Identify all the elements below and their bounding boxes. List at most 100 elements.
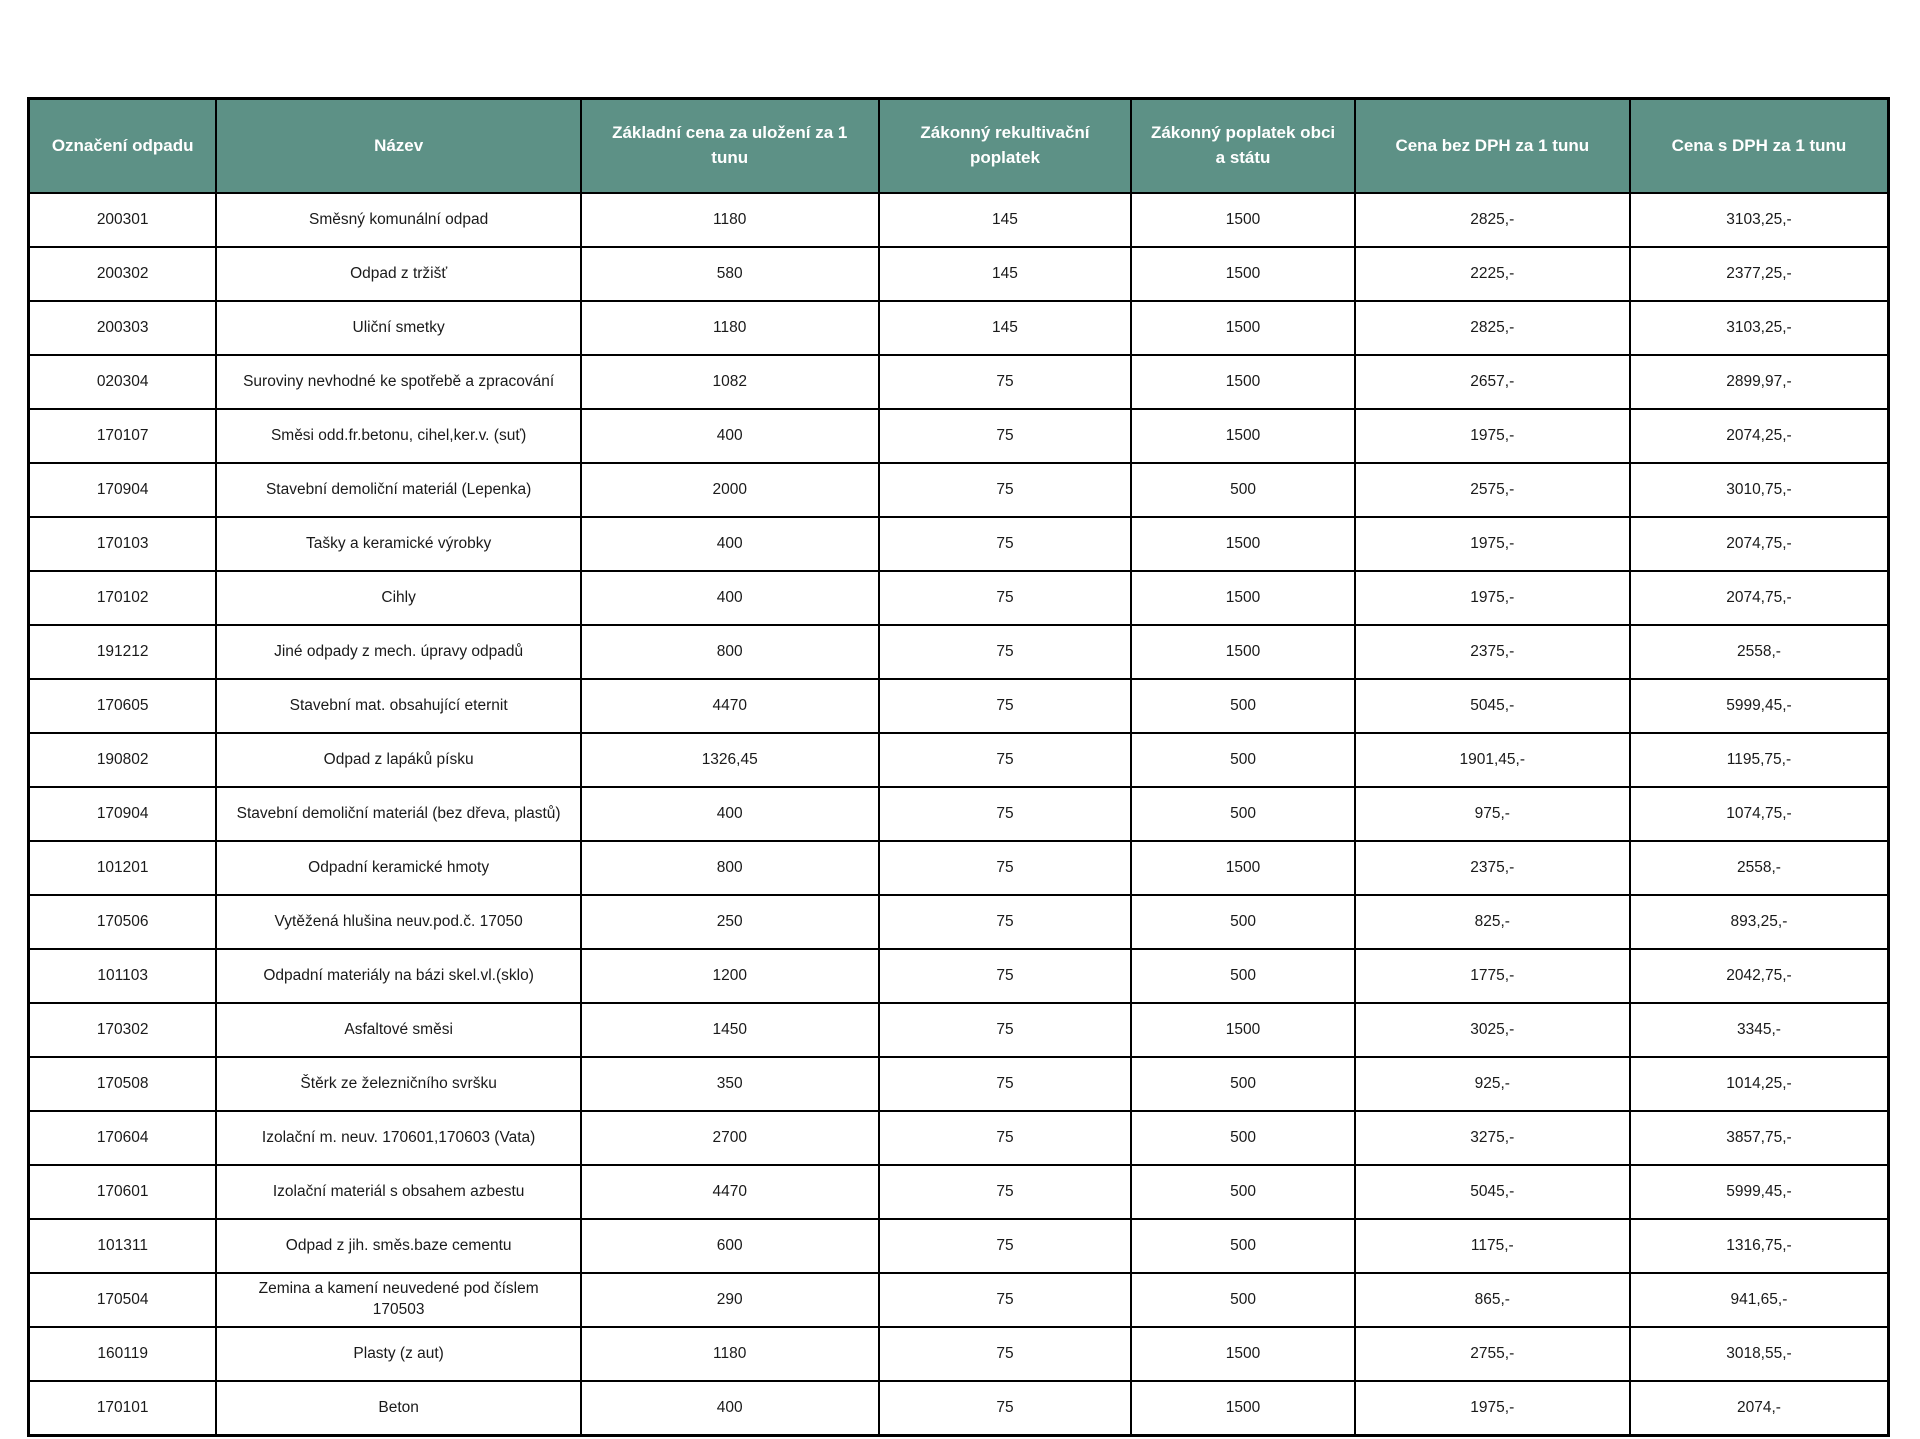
waste-name-cell: Štěrk ze železničního svršku <box>215 1056 582 1112</box>
waste-code-cell: 170302 <box>27 1002 218 1058</box>
table-row: 170506 Vytěžená hlušina neuv.pod.č. 17050… <box>27 894 1890 950</box>
price-incl-vat-cell: 2377,25,- <box>1628 246 1890 302</box>
price-incl-vat-cell: 5999,45,- <box>1628 1164 1890 1220</box>
price-incl-vat-cell: 2074,25,- <box>1628 408 1890 464</box>
waste-name-cell: Stavební demoliční materiál (bez dřeva, … <box>215 786 582 842</box>
waste-name-cell: Směsný komunální odpad <box>215 192 582 248</box>
price-excl-vat-cell: 2375,- <box>1353 624 1631 680</box>
recultivation-fee-cell: 75 <box>877 1110 1133 1166</box>
municipal-state-fee-cell: 500 <box>1130 1164 1356 1220</box>
waste-code-cell: 170101 <box>27 1380 218 1437</box>
municipal-state-fee-cell: 500 <box>1130 462 1356 518</box>
price-excl-vat-cell: 825,- <box>1353 894 1631 950</box>
recultivation-fee-cell: 75 <box>877 1056 1133 1112</box>
table-row: 020304 Suroviny nevhodné ke spotřebě a zp… <box>27 354 1890 410</box>
waste-code-cell: 170107 <box>27 408 218 464</box>
table-body: 200301 Směsný komunální odpad 1180 145 1500 2… <box>27 192 1890 1437</box>
price-excl-vat-cell: 2657,- <box>1353 354 1631 410</box>
waste-name-cell: Uliční smetky <box>215 300 582 356</box>
municipal-state-fee-cell: 1500 <box>1130 300 1356 356</box>
base-price-cell: 1180 <box>579 1326 880 1382</box>
municipal-state-fee-cell: 1500 <box>1130 246 1356 302</box>
table-header: Označení odpadu Název Základní cena za u… <box>27 97 1890 194</box>
base-price-cell: 1326,45 <box>579 732 880 788</box>
waste-code-cell: 170504 <box>27 1272 218 1328</box>
price-incl-vat-cell: 1014,25,- <box>1628 1056 1890 1112</box>
municipal-state-fee-cell: 500 <box>1130 894 1356 950</box>
municipal-state-fee-cell: 500 <box>1130 1110 1356 1166</box>
waste-name-cell: Izolační materiál s obsahem azbestu <box>215 1164 582 1220</box>
municipal-state-fee-cell: 500 <box>1130 732 1356 788</box>
waste-code-cell: 101201 <box>27 840 218 896</box>
price-excl-vat-cell: 2755,- <box>1353 1326 1631 1382</box>
price-incl-vat-cell: 2899,97,- <box>1628 354 1890 410</box>
recultivation-fee-cell: 75 <box>877 408 1133 464</box>
recultivation-fee-cell: 75 <box>877 894 1133 950</box>
waste-name-cell: Asfaltové směsi <box>215 1002 582 1058</box>
waste-code-cell: 200302 <box>27 246 218 302</box>
table-row: 190802 Odpad z lapáků písku 1326,45 75 500 19… <box>27 732 1890 788</box>
municipal-state-fee-cell: 500 <box>1130 1056 1356 1112</box>
table-row: 170103 Tašky a keramické výrobky 400 75 1500… <box>27 516 1890 572</box>
price-excl-vat-cell: 3275,- <box>1353 1110 1631 1166</box>
table-row: 170904 Stavební demoliční materiál (bez d… <box>27 786 1890 842</box>
recultivation-fee-cell: 75 <box>877 1002 1133 1058</box>
price-incl-vat-cell: 3010,75,- <box>1628 462 1890 518</box>
column-header-waste-name: Název <box>215 97 582 194</box>
price-incl-vat-cell: 5999,45,- <box>1628 678 1890 734</box>
table-row: 170604 Izolační m. neuv. 170601,170603 (V… <box>27 1110 1890 1166</box>
column-header-waste-code: Označení odpadu <box>27 97 218 194</box>
price-excl-vat-cell: 1775,- <box>1353 948 1631 1004</box>
base-price-cell: 400 <box>579 570 880 626</box>
table-row: 191212 Jiné odpady z mech. úpravy odpadů 8… <box>27 624 1890 680</box>
price-incl-vat-cell: 893,25,- <box>1628 894 1890 950</box>
price-incl-vat-cell: 2074,- <box>1628 1380 1890 1437</box>
waste-name-cell: Beton <box>215 1380 582 1437</box>
price-incl-vat-cell: 2042,75,- <box>1628 948 1890 1004</box>
recultivation-fee-cell: 75 <box>877 840 1133 896</box>
price-excl-vat-cell: 1175,- <box>1353 1218 1631 1274</box>
table-row: 101103 Odpadní materiály na bázi skel.vl.… <box>27 948 1890 1004</box>
waste-name-cell: Izolační m. neuv. 170601,170603 (Vata) <box>215 1110 582 1166</box>
base-price-cell: 400 <box>579 408 880 464</box>
municipal-state-fee-cell: 1500 <box>1130 1002 1356 1058</box>
table-row: 170302 Asfaltové směsi 1450 75 1500 3025,- 334… <box>27 1002 1890 1058</box>
waste-price-table: Označení odpadu Název Základní cena za u… <box>27 97 1890 1437</box>
recultivation-fee-cell: 75 <box>877 570 1133 626</box>
recultivation-fee-cell: 75 <box>877 732 1133 788</box>
waste-name-cell: Zemina a kamení neuvedené pod číslem 170… <box>215 1272 582 1328</box>
price-incl-vat-cell: 3103,25,- <box>1628 300 1890 356</box>
base-price-cell: 1082 <box>579 354 880 410</box>
waste-name-cell: Odpadní materiály na bázi skel.vl.(sklo) <box>215 948 582 1004</box>
recultivation-fee-cell: 75 <box>877 624 1133 680</box>
table-row: 200301 Směsný komunální odpad 1180 145 1500 2… <box>27 192 1890 248</box>
recultivation-fee-cell: 145 <box>877 246 1133 302</box>
recultivation-fee-cell: 75 <box>877 462 1133 518</box>
municipal-state-fee-cell: 1500 <box>1130 840 1356 896</box>
price-excl-vat-cell: 925,- <box>1353 1056 1631 1112</box>
waste-name-cell: Cihly <box>215 570 582 626</box>
waste-name-cell: Suroviny nevhodné ke spotřebě a zpracová… <box>215 354 582 410</box>
recultivation-fee-cell: 75 <box>877 1326 1133 1382</box>
recultivation-fee-cell: 145 <box>877 300 1133 356</box>
price-excl-vat-cell: 2225,- <box>1353 246 1631 302</box>
waste-name-cell: Vytěžená hlušina neuv.pod.č. 17050 <box>215 894 582 950</box>
recultivation-fee-cell: 75 <box>877 1218 1133 1274</box>
waste-name-cell: Stavební mat. obsahující eternit <box>215 678 582 734</box>
recultivation-fee-cell: 75 <box>877 1164 1133 1220</box>
price-excl-vat-cell: 2825,- <box>1353 300 1631 356</box>
price-excl-vat-cell: 3025,- <box>1353 1002 1631 1058</box>
table-row: 160119 Plasty (z aut) 1180 75 1500 2755,- 3018… <box>27 1326 1890 1382</box>
price-incl-vat-cell: 2558,- <box>1628 624 1890 680</box>
waste-name-cell: Směsi odd.fr.betonu, cihel,ker.v. (suť) <box>215 408 582 464</box>
waste-name-cell: Jiné odpady z mech. úpravy odpadů <box>215 624 582 680</box>
municipal-state-fee-cell: 1500 <box>1130 1380 1356 1437</box>
table-row: 200303 Uliční smetky 1180 145 1500 2825,- 3103… <box>27 300 1890 356</box>
base-price-cell: 2700 <box>579 1110 880 1166</box>
recultivation-fee-cell: 145 <box>877 192 1133 248</box>
base-price-cell: 400 <box>579 786 880 842</box>
table-row: 170605 Stavební mat. obsahující eternit 44… <box>27 678 1890 734</box>
base-price-cell: 1180 <box>579 192 880 248</box>
price-incl-vat-cell: 2074,75,- <box>1628 570 1890 626</box>
price-excl-vat-cell: 1975,- <box>1353 408 1631 464</box>
